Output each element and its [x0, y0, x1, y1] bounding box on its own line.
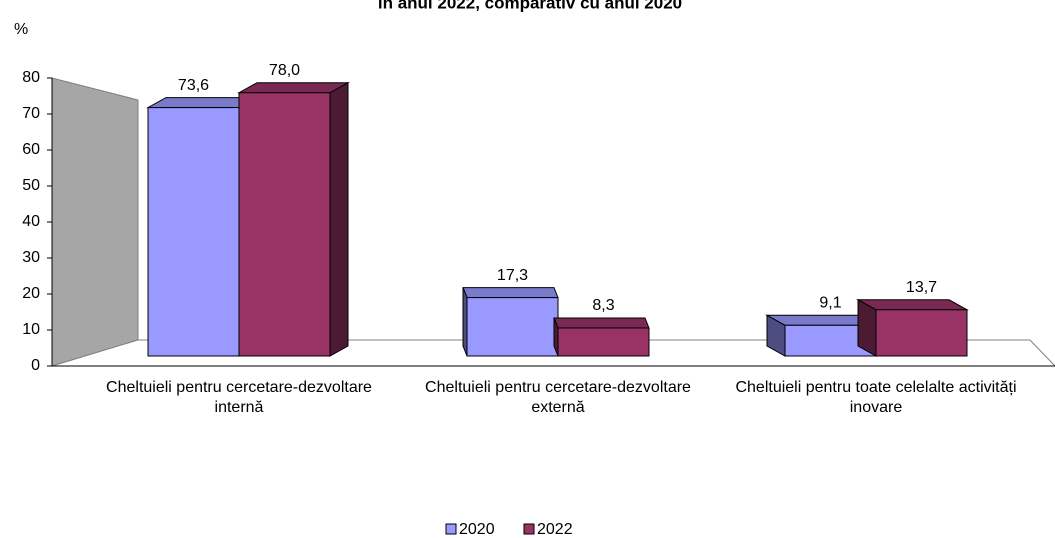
- legend-swatch: [445, 523, 457, 535]
- y-tick-label: 60: [22, 141, 40, 158]
- bar-side: [329, 81, 349, 357]
- value-label: 78,0: [269, 62, 300, 79]
- y-tick-label: 30: [22, 249, 40, 266]
- x-tick-label: Cheltuieli pentru toate celelalte activi…: [735, 379, 1017, 416]
- back-wall: [51, 77, 139, 367]
- legend-swatch: [523, 523, 535, 535]
- x-tick-label: Cheltuieli pentru cercetare-dezvoltare i…: [106, 379, 372, 416]
- value-label: 8,3: [592, 297, 614, 314]
- value-label: 73,6: [178, 77, 209, 94]
- bar-top: [462, 287, 559, 299]
- y-axis-label: %: [14, 21, 28, 38]
- legend-label: 2020: [459, 521, 495, 538]
- chart-title: în anul 2022, comparativ cu anul 2020: [377, 0, 682, 12]
- bar-side: [462, 287, 468, 357]
- bar: [856, 298, 969, 357]
- y-tick-label: 70: [22, 105, 40, 122]
- y-tick-label: 0: [31, 357, 40, 374]
- bar-top: [856, 299, 969, 311]
- x-tick-label: Cheltuieli pentru cercetare-dezvoltare e…: [425, 379, 691, 416]
- y-tick-label: 40: [22, 213, 40, 230]
- y-tick-label: 20: [22, 285, 40, 302]
- legend-label: 2022: [537, 521, 573, 538]
- bar: [553, 317, 650, 357]
- y-tick-label: 80: [22, 69, 40, 86]
- bar-front: [875, 309, 968, 357]
- bar-top: [237, 82, 350, 94]
- bar: [462, 287, 559, 357]
- bar: [237, 81, 350, 357]
- bar-front: [466, 297, 559, 357]
- bar-top: [553, 317, 650, 329]
- bar-front: [147, 107, 240, 357]
- bar-front: [238, 92, 331, 357]
- bar-front: [557, 327, 650, 357]
- value-label: 9,1: [819, 295, 841, 312]
- bar-side: [857, 298, 877, 357]
- y-tick-label: 10: [22, 321, 40, 338]
- value-label: 13,7: [906, 279, 937, 296]
- value-label: 17,3: [497, 267, 528, 284]
- y-tick-label: 50: [22, 177, 40, 194]
